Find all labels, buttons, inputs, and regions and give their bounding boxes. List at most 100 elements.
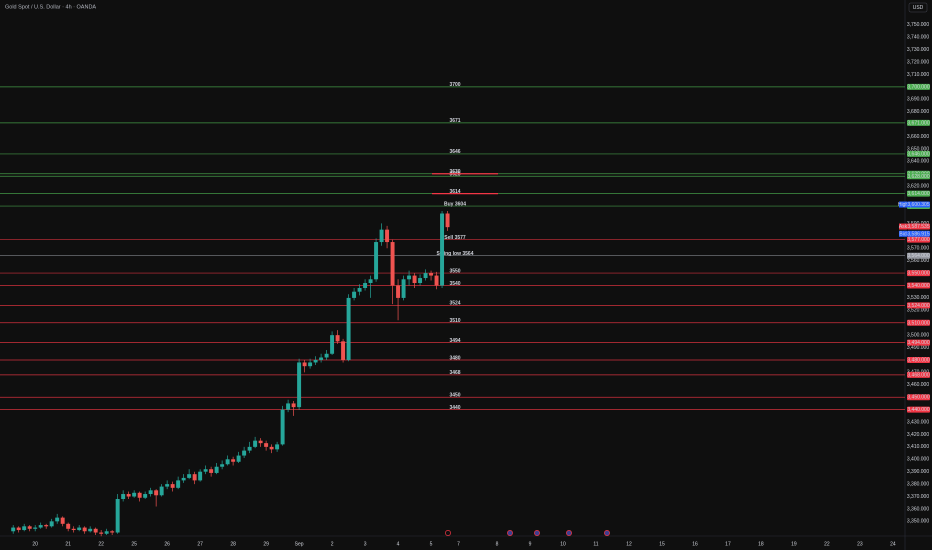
level-tag-label: 3,577.000: [907, 237, 929, 243]
currency-button[interactable]: [908, 2, 928, 13]
level-tag: [907, 356, 930, 363]
candle-body: [132, 492, 137, 497]
level-tag: [907, 150, 930, 157]
candle-body: [335, 335, 340, 342]
candle-body: [77, 527, 82, 531]
candle-body: [154, 490, 159, 496]
y-tick-label: 3,750.000: [907, 22, 929, 28]
level-tag-label: 3,614.000: [907, 191, 929, 197]
candle-body: [231, 459, 236, 462]
level-label: 3494: [449, 338, 460, 344]
candle-body: [11, 527, 16, 532]
candle-body: [379, 229, 384, 243]
level-label: 3510: [449, 318, 460, 324]
level-tag-label: 3,671.000: [907, 120, 929, 126]
candle-body: [242, 450, 247, 456]
candle-body: [110, 531, 115, 533]
candle-body: [121, 494, 126, 500]
candle-body: [412, 275, 417, 284]
candle-body: [66, 523, 71, 529]
level-label: Buy 3604: [444, 201, 466, 207]
candle-body: [346, 297, 351, 360]
candle-body: [319, 357, 324, 360]
candle-body: [88, 528, 93, 532]
candle-body: [181, 477, 186, 481]
event-flag[interactable]: [507, 530, 513, 536]
price-tag-label: 3,600.305: [907, 202, 929, 208]
y-tick-label: 3,420.000: [907, 432, 929, 438]
price-tag-name: Ask: [899, 224, 908, 230]
price-tag: [907, 230, 930, 237]
x-tick-label: 2: [331, 541, 334, 547]
event-flag[interactable]: [566, 530, 572, 536]
candle-body: [176, 480, 181, 488]
candle-body: [291, 403, 296, 408]
price-tag: [907, 223, 930, 230]
x-tick-label: 23: [857, 541, 863, 547]
price-tag-label: 3,587.535: [907, 224, 929, 230]
price-tag-name: High: [898, 202, 909, 208]
level-tag: [907, 190, 930, 197]
price-tag: [907, 201, 930, 208]
event-flag[interactable]: [534, 530, 540, 536]
y-tick-label: 3,690.000: [907, 97, 929, 103]
level-tag-label: 3,540.000: [907, 283, 929, 289]
candle-body: [49, 521, 54, 527]
level-tag: [907, 339, 930, 346]
level-label: 3671: [449, 118, 460, 124]
candle-body: [192, 474, 197, 481]
y-tick-label: 3,710.000: [907, 72, 929, 78]
x-tick-label: 18: [758, 541, 764, 547]
event-flag[interactable]: [604, 530, 610, 536]
price-tag-label: 3,586.915: [907, 231, 929, 237]
level-label: Sell 3577: [444, 235, 466, 241]
candle-body: [363, 283, 368, 288]
level-tag-label: 3,494.000: [907, 340, 929, 346]
candle-body: [352, 291, 357, 298]
candle-body: [297, 362, 302, 408]
level-tag: [907, 119, 930, 126]
y-tick-label: 3,730.000: [907, 47, 929, 53]
level-tag-label: 3,510.000: [907, 320, 929, 326]
level-tag-label: 3,550.000: [907, 271, 929, 277]
candle-body: [401, 279, 406, 298]
candle-body: [27, 526, 32, 529]
level-label: 3628: [449, 172, 460, 178]
level-tag-label: 3,450.000: [907, 395, 929, 401]
level-tag-label: 3,480.000: [907, 358, 929, 364]
candle-body: [198, 471, 203, 481]
y-tick-label: 3,350.000: [907, 519, 929, 525]
y-tick-label: 3,720.000: [907, 59, 929, 65]
y-tick-label: 3,530.000: [907, 295, 929, 301]
y-tick-label: 3,490.000: [907, 345, 929, 351]
level-tag: [907, 173, 930, 180]
x-tick-label: Sep: [295, 541, 304, 547]
candle-body: [253, 440, 258, 447]
candle-body: [374, 242, 379, 280]
level-tag-label: 3,628.000: [907, 174, 929, 180]
level-label: 3614: [449, 189, 460, 195]
candle-body: [258, 440, 263, 444]
candle-body: [209, 469, 214, 473]
level-label: 3646: [449, 149, 460, 155]
candle-body: [407, 275, 412, 280]
level-label: 3700: [449, 82, 460, 88]
y-tick-label: 3,410.000: [907, 444, 929, 450]
candle-body: [115, 499, 120, 533]
candle-body: [82, 527, 87, 532]
level-label: 3540: [449, 281, 460, 287]
event-flag[interactable]: [445, 530, 451, 536]
x-tick-label: 9: [529, 541, 532, 547]
candle-body: [390, 242, 395, 286]
candle-body: [324, 353, 329, 358]
candle-body: [308, 362, 313, 367]
currency[interactable]: USD: [913, 5, 924, 11]
candle-body: [396, 285, 401, 298]
candle-body: [302, 362, 307, 367]
level-tag: [907, 282, 930, 289]
level-tag: [907, 394, 930, 401]
candle-body: [275, 444, 280, 450]
y-tick-label: 3,740.000: [907, 35, 929, 41]
candle-body: [368, 279, 373, 284]
